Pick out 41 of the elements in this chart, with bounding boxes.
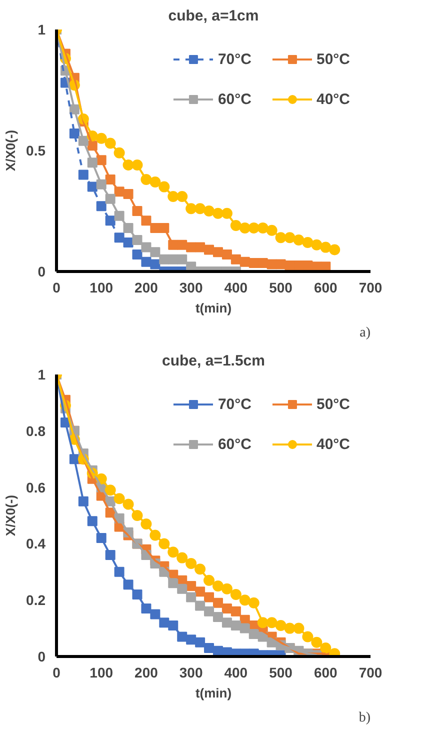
x-tick-label: 400 xyxy=(224,664,248,680)
y-tick-label: 1 xyxy=(38,366,46,382)
x-tick-label: 600 xyxy=(314,280,338,296)
chart-title: cube, a=1cm xyxy=(168,8,259,24)
x-tick-label: 600 xyxy=(314,664,338,680)
legend-label: 50°C xyxy=(316,396,350,412)
x-axis-title: t(min) xyxy=(195,686,232,700)
legend-label: 50°C xyxy=(316,50,350,68)
legend-label: 70°C xyxy=(218,50,252,68)
legend-label: 40°C xyxy=(316,436,350,452)
y-tick-label: 0.4 xyxy=(26,536,46,552)
y-tick-label: 0.6 xyxy=(26,479,46,496)
y-axis-title: X/X0(-) xyxy=(3,494,18,536)
y-tick-label: 0 xyxy=(38,264,46,280)
x-tick-label: 200 xyxy=(134,280,158,296)
x-tick-label: 700 xyxy=(358,280,382,296)
x-tick-label: 200 xyxy=(134,664,158,680)
legend-label: 40°C xyxy=(316,90,350,108)
y-tick-label: 0.5 xyxy=(26,142,46,158)
chart-title: cube, a=1.5cm xyxy=(162,352,265,370)
y-axis-title: X/X0(-) xyxy=(3,130,18,172)
legend-label: 70°C xyxy=(218,396,252,412)
x-tick-label: 100 xyxy=(90,664,114,680)
x-tick-label: 500 xyxy=(269,280,293,296)
y-tick-label: 1 xyxy=(38,22,46,38)
x-tick-label: 300 xyxy=(179,280,203,296)
x-axis-title: t(min) xyxy=(195,300,232,316)
legend-label: 60°C xyxy=(218,436,252,452)
y-tick-label: 0.2 xyxy=(26,592,46,608)
text: a) xyxy=(360,326,371,340)
x-tick-label: 0 xyxy=(52,664,61,680)
x-tick-label: 0 xyxy=(52,280,61,296)
x-tick-label: 400 xyxy=(224,280,248,296)
x-tick-label: 300 xyxy=(179,664,203,680)
x-tick-label: 100 xyxy=(90,280,114,296)
x-tick-label: 700 xyxy=(358,664,382,680)
y-tick-label: 0.8 xyxy=(26,422,46,439)
x-tick-label: 500 xyxy=(269,664,293,680)
legend-label: 60°C xyxy=(218,90,252,108)
text: b) xyxy=(358,710,371,726)
y-tick-label: 0 xyxy=(38,648,46,664)
